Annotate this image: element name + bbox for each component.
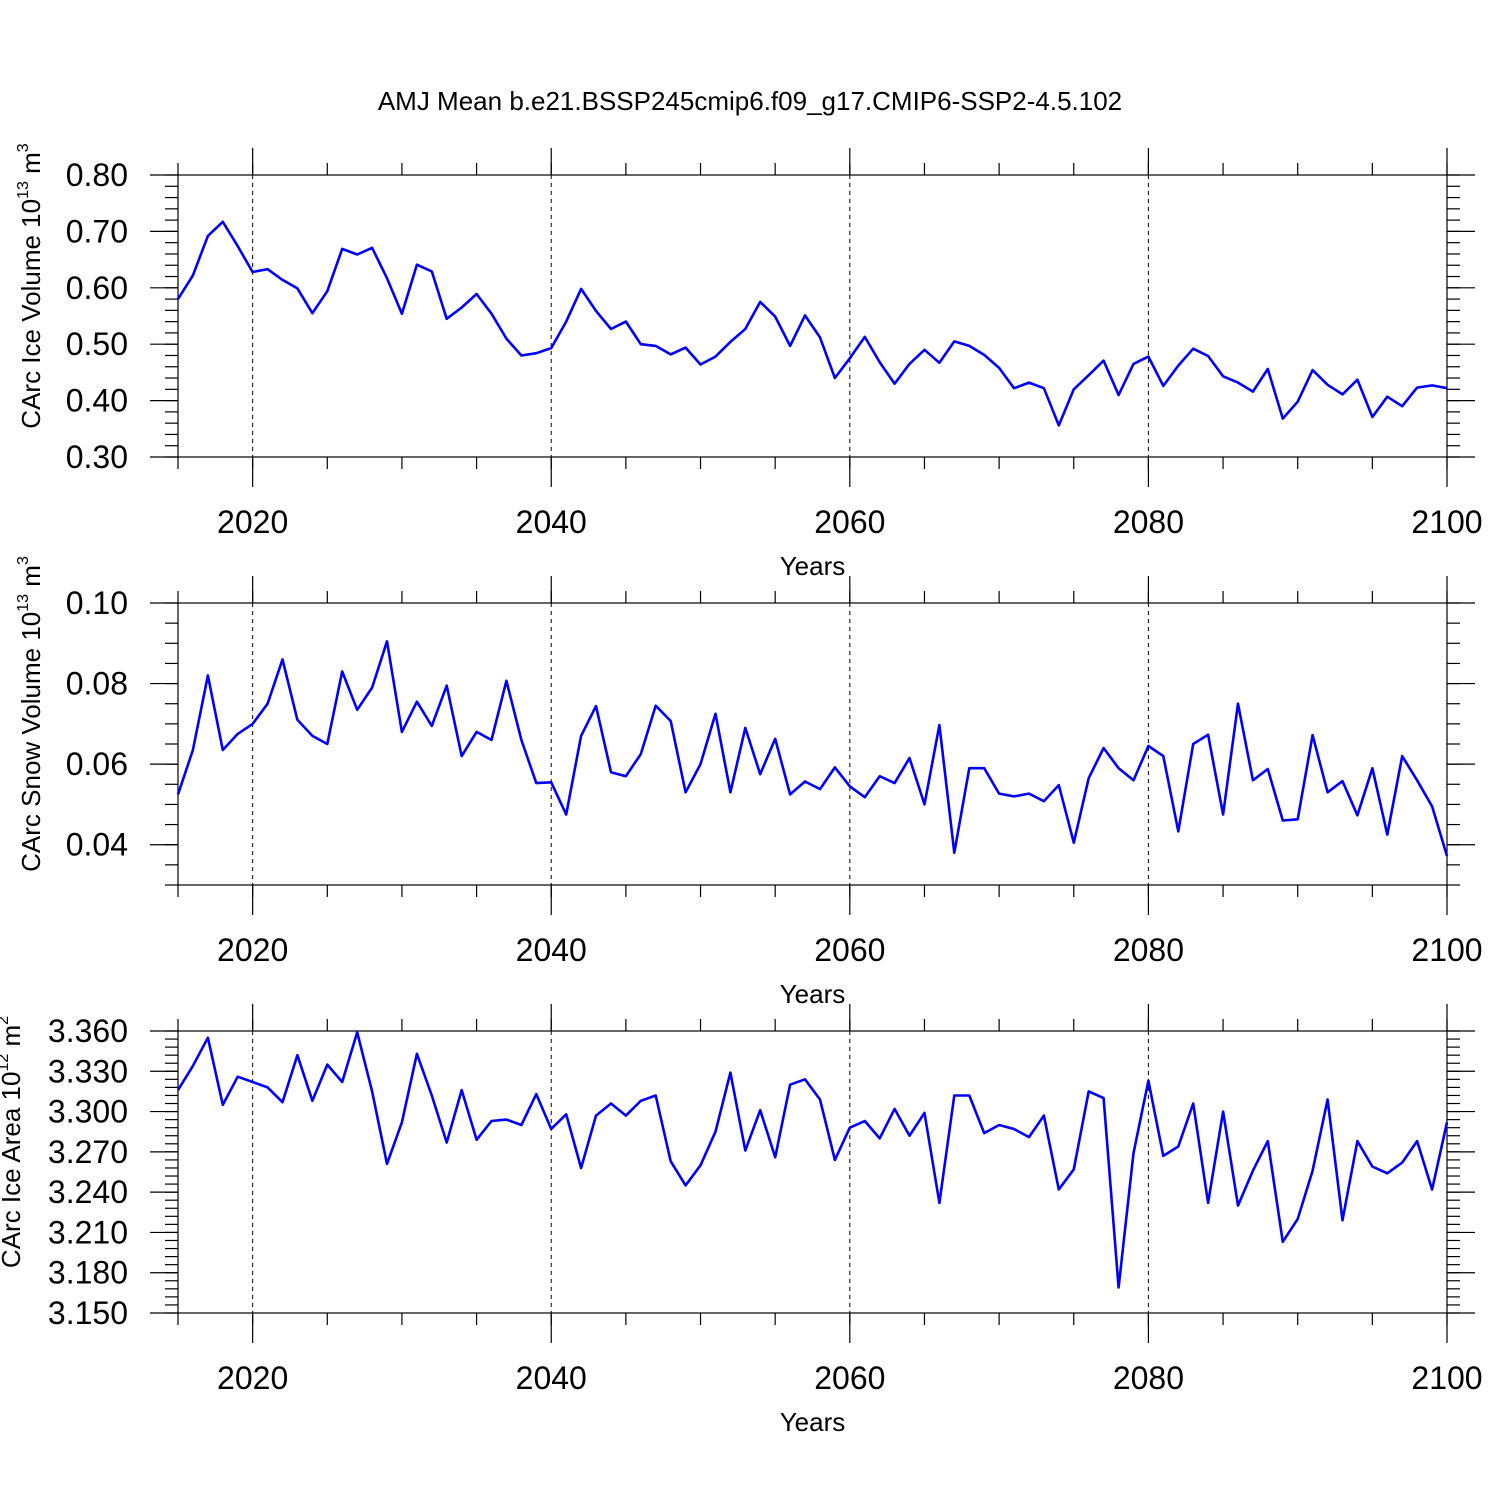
x-tick-label: 2080 xyxy=(1113,504,1184,540)
y-tick-label: 0.50 xyxy=(66,326,128,362)
y-axis-label: CArc Ice Volume 1013 m3 xyxy=(15,143,46,428)
y-tick-labels: 0.30 0.40 0.50 0.60 0.70 0.80 xyxy=(66,157,128,475)
y-tick-label: 0.10 xyxy=(66,585,128,621)
x-tick-label: 2080 xyxy=(1113,1360,1184,1396)
y-axis-label-exponent: 13 xyxy=(15,594,32,612)
y-axis-label-exponent: 12 xyxy=(0,1054,12,1072)
plot-frame xyxy=(177,602,1448,886)
y-tick-label: 3.150 xyxy=(48,1295,128,1331)
figure-title: AMJ Mean b.e21.BSSP245cmip6.f09_g17.CMIP… xyxy=(378,86,1122,116)
axis-ticks xyxy=(150,1004,1475,1343)
y-axis-label-unit: m xyxy=(0,1025,26,1054)
panel-ice-volume: 0.30 0.40 0.50 0.60 0.70 0.80 2020 2040 2060 208… xyxy=(15,143,1483,581)
x-axis-label: Years xyxy=(780,1407,846,1437)
y-tick-label: 3.360 xyxy=(48,1013,128,1049)
axis-ticks xyxy=(150,576,1475,915)
y-axis-label-unit: m xyxy=(16,152,46,181)
y-tick-label: 0.70 xyxy=(66,213,128,249)
y-axis-label: CArc Snow Volume 1013 m3 xyxy=(15,556,46,872)
y-tick-labels: 0.04 0.06 0.08 0.10 xyxy=(66,585,128,863)
y-tick-label: 0.08 xyxy=(66,666,128,702)
y-tick-label: 3.300 xyxy=(48,1094,128,1130)
x-grid-lines xyxy=(252,1031,1149,1313)
y-axis-label-main: CArc Snow Volume 10 xyxy=(16,612,46,872)
y-tick-label: 3.210 xyxy=(48,1214,128,1250)
x-grid-lines xyxy=(252,603,1149,885)
x-tick-labels: 2020 2040 2060 2080 2100 xyxy=(217,1360,1483,1396)
y-tick-label: 0.80 xyxy=(66,157,128,193)
y-tick-label: 3.180 xyxy=(48,1255,128,1291)
x-tick-label: 2060 xyxy=(814,1360,885,1396)
y-axis-label-unit-exponent: 3 xyxy=(15,556,32,565)
y-tick-label: 0.06 xyxy=(66,746,128,782)
y-axis-label-main: CArc Ice Volume 10 xyxy=(16,199,46,429)
x-tick-label: 2020 xyxy=(217,1360,288,1396)
y-axis-label-main: CArc Ice Area 10 xyxy=(0,1072,26,1269)
x-tick-label: 2060 xyxy=(814,504,885,540)
y-axis-label-exponent: 13 xyxy=(15,181,32,199)
x-tick-label: 2100 xyxy=(1411,932,1482,968)
plot-frame xyxy=(177,1030,1448,1314)
snow-volume-series-line xyxy=(176,640,1449,857)
x-tick-label: 2040 xyxy=(516,504,587,540)
x-tick-label: 2020 xyxy=(217,504,288,540)
panel-ice-area: 3.150 3.180 3.210 3.240 3.270 3.300 3.330 3.360… xyxy=(0,1004,1483,1437)
plot-frame xyxy=(177,174,1448,458)
x-grid-lines xyxy=(252,175,1149,457)
y-tick-label: 3.270 xyxy=(48,1134,128,1170)
axis-ticks xyxy=(150,148,1475,487)
x-tick-labels: 2020 2040 2060 2080 2100 xyxy=(217,932,1483,968)
y-axis-label: CArc Ice Area 1012 m2 xyxy=(0,1016,26,1268)
x-axis-label: Years xyxy=(780,551,846,581)
y-axis-label-unit-exponent: 2 xyxy=(0,1016,12,1025)
y-tick-label: 3.240 xyxy=(48,1174,128,1210)
x-axis-label: Years xyxy=(780,979,846,1009)
y-tick-label: 3.330 xyxy=(48,1053,128,1089)
y-tick-label: 0.40 xyxy=(66,383,128,419)
ice-area-series-line xyxy=(176,1031,1449,1289)
y-tick-label: 0.60 xyxy=(66,270,128,306)
ice-volume-series-line xyxy=(176,220,1448,427)
x-tick-label: 2040 xyxy=(516,932,587,968)
y-axis-label-unit-exponent: 3 xyxy=(15,143,32,152)
x-tick-label: 2040 xyxy=(516,1360,587,1396)
x-tick-label: 2080 xyxy=(1113,932,1184,968)
x-tick-label: 2020 xyxy=(217,932,288,968)
x-tick-label: 2100 xyxy=(1411,1360,1482,1396)
x-tick-labels: 2020 2040 2060 2080 2100 xyxy=(217,504,1483,540)
y-tick-labels: 3.150 3.180 3.210 3.240 3.270 3.300 3.330 3.360 xyxy=(48,1013,128,1331)
y-axis-label-unit: m xyxy=(16,565,46,594)
panel-snow-volume: 0.04 0.06 0.08 0.10 2020 2040 2060 2080 2100 Ye… xyxy=(15,556,1483,1009)
x-tick-label: 2060 xyxy=(814,932,885,968)
y-tick-label: 0.30 xyxy=(66,439,128,475)
y-tick-label: 0.04 xyxy=(66,827,128,863)
x-tick-label: 2100 xyxy=(1411,504,1482,540)
